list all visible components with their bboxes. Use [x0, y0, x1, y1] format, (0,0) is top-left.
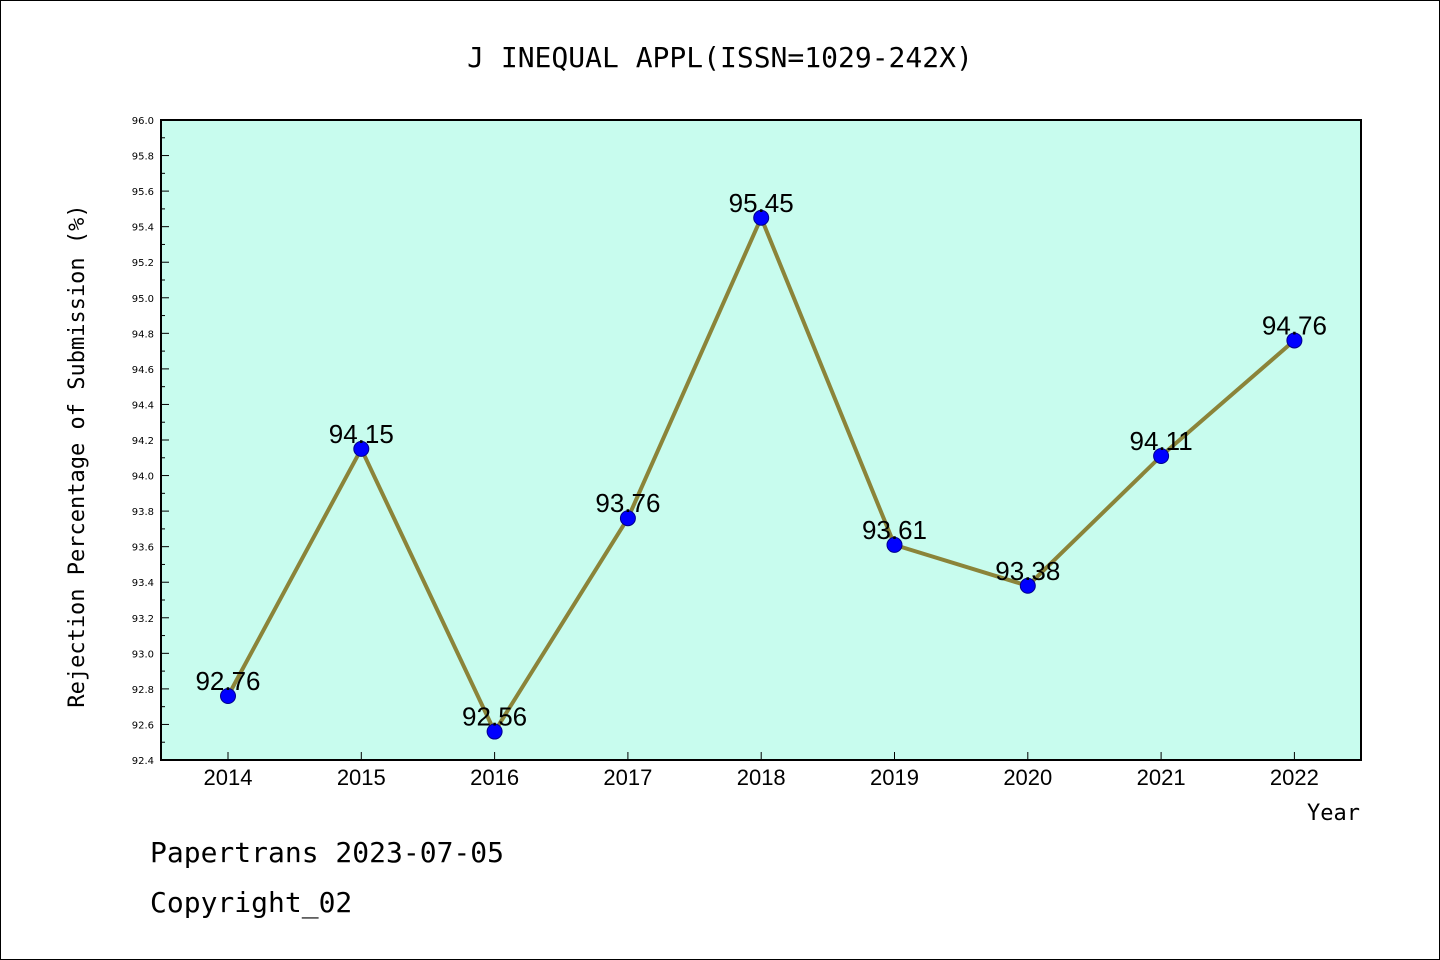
- x-tick-label: 2022: [1270, 765, 1319, 790]
- y-tick-label: 92.6: [132, 720, 154, 731]
- y-tick-label: 94.0: [132, 472, 154, 483]
- y-axis: 92.4 92.6 92.8 93.0 93.2 93.4 93.6 93.8 94.0 94.2…: [132, 116, 169, 767]
- chart-title: J INEQUAL APPL(ISSN=1029-242X): [467, 41, 973, 74]
- data-point: [1019, 577, 1036, 594]
- y-tick-label: 94.2: [132, 436, 154, 447]
- y-tick-label: 95.0: [132, 294, 154, 305]
- data-labels: 92.76 94.15 92.56 93.76 95.45 93.61 93.38 94.11…: [195, 188, 1326, 732]
- x-tick-label: 2020: [1003, 765, 1052, 790]
- y-tick-label: 93.4: [132, 578, 154, 589]
- data-point: [486, 723, 503, 740]
- data-label: 93.38: [995, 556, 1060, 586]
- data-label: 94.11: [1130, 426, 1193, 456]
- y-tick-label: 93.8: [132, 507, 154, 518]
- x-tick-label: 2014: [204, 765, 253, 790]
- y-tick-label: 92.4: [132, 756, 154, 767]
- y-tick-label: 92.8: [132, 685, 154, 696]
- data-point: [1153, 448, 1170, 464]
- x-tick-label: 2018: [737, 765, 786, 790]
- footer-copyright: Copyright_02: [150, 886, 353, 919]
- data-label: 95.45: [729, 188, 794, 218]
- y-tick-label: 95.2: [132, 258, 154, 269]
- x-tick-label: 2016: [470, 765, 519, 790]
- y-tick-label: 96.0: [132, 116, 154, 127]
- data-point: [353, 440, 370, 457]
- x-tick-label: 2017: [603, 765, 652, 790]
- x-tick-label: 2021: [1137, 765, 1186, 790]
- y-axis-label: Rejection Percentage of Submission (%): [65, 204, 90, 707]
- y-tick-label: 94.8: [132, 329, 154, 340]
- x-axis: 2014 2015 2016 2017 2018 2019 2020 2021 2022: [204, 752, 1319, 790]
- y-tick-label: 95.8: [132, 152, 154, 163]
- data-label: 93.76: [595, 488, 660, 518]
- y-tick-label: 95.6: [132, 187, 154, 198]
- data-point: [619, 510, 636, 527]
- data-point: [753, 209, 770, 226]
- y-tick-label: 93.6: [132, 543, 154, 554]
- x-tick-label: 2015: [337, 765, 386, 790]
- data-label: 93.61: [862, 515, 927, 545]
- data-label: 94.76: [1262, 310, 1327, 340]
- x-tick-label: 2019: [870, 765, 919, 790]
- data-label: 92.56: [462, 702, 527, 732]
- y-tick-label: 95.4: [132, 223, 154, 234]
- data-label: 92.76: [195, 666, 260, 696]
- y-tick-label: 93.2: [132, 614, 154, 625]
- y-tick-label: 94.6: [132, 365, 154, 376]
- data-point: [1286, 332, 1303, 349]
- y-tick-label: 94.4: [132, 400, 154, 411]
- data-label: 94.15: [329, 419, 394, 449]
- data-point: [220, 688, 236, 704]
- x-axis-label: Year: [1307, 801, 1360, 826]
- plot-area: [160, 119, 1362, 761]
- markers: [220, 209, 1303, 740]
- data-point: [886, 536, 903, 553]
- y-tick-label: 93.0: [132, 649, 154, 660]
- footer-date: Papertrans 2023-07-05: [150, 836, 505, 869]
